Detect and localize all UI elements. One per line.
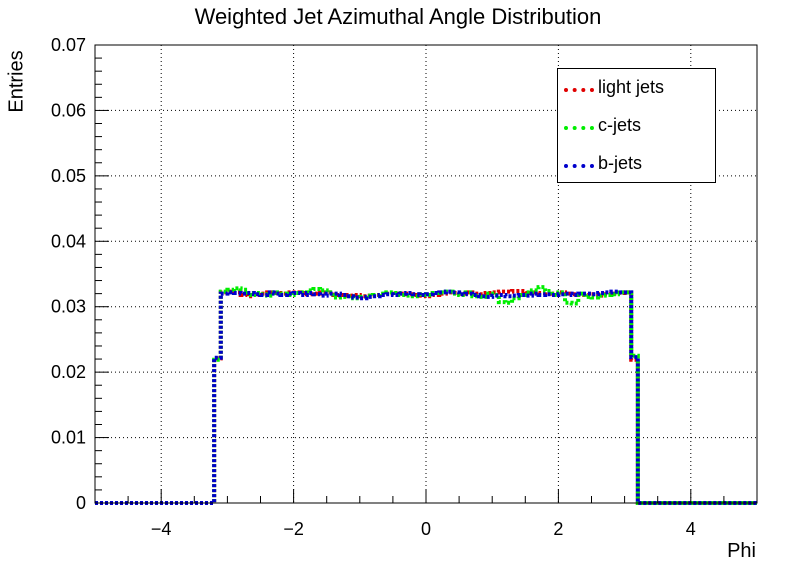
legend-label-b-jets: b-jets	[598, 153, 643, 173]
legend-item-b-jets: b-jets	[558, 151, 717, 181]
series-line-c-jets	[95, 285, 757, 505]
legend: light jets c-jets b-jets	[557, 68, 716, 183]
y-tick-label: 0.05	[51, 166, 86, 186]
axis-tick-labels: −4 −2 0 2 4 0 0.01 0.02 0.03 0.04 0.05 0.06 0.07	[51, 35, 696, 539]
y-tick-label: 0.06	[51, 100, 86, 120]
chart-title: Weighted Jet Azimuthal Angle Distributio…	[194, 4, 602, 29]
legend-item-light-jets: light jets	[558, 75, 717, 105]
y-tick-label: 0.04	[51, 231, 86, 251]
y-tick-label: 0.07	[51, 35, 86, 55]
legend-item-c-jets: c-jets	[558, 113, 717, 143]
legend-swatch-light-jets	[564, 88, 594, 92]
legend-swatch-c-jets	[564, 126, 594, 130]
x-tick-label: −2	[283, 519, 304, 539]
legend-swatch-b-jets	[564, 164, 594, 168]
x-tick-label: 0	[421, 519, 431, 539]
x-tick-label: 4	[686, 519, 696, 539]
y-tick-label: 0	[76, 493, 86, 513]
y-tick-label: 0.02	[51, 362, 86, 382]
axis-ticks	[94, 44, 758, 504]
y-axis-label: Entries	[5, 50, 28, 113]
x-tick-label: 2	[553, 519, 563, 539]
y-tick-label: 0.03	[51, 297, 86, 317]
x-tick-label: −4	[151, 519, 172, 539]
series-layer	[95, 285, 757, 505]
series-line-b-jets	[95, 289, 757, 505]
legend-label-c-jets: c-jets	[598, 115, 642, 135]
x-axis-label: Phi	[727, 540, 756, 562]
y-tick-label: 0.01	[51, 428, 86, 448]
legend-label-light-jets: light jets	[598, 77, 665, 97]
